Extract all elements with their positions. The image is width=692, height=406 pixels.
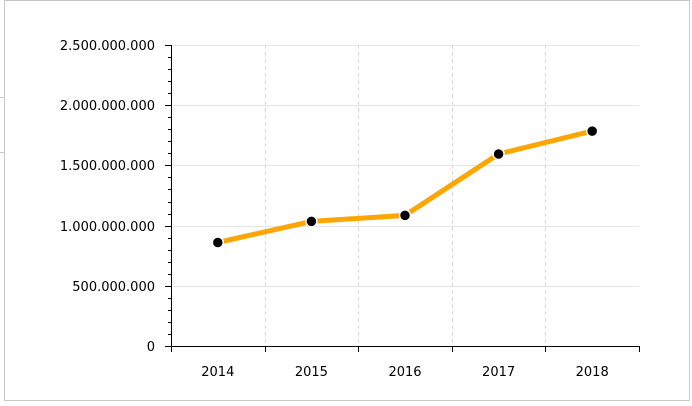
data-point [211, 236, 225, 249]
x-tick-label: 2016 [388, 365, 421, 380]
frame-notch [0, 97, 4, 153]
grid-layer [171, 45, 639, 346]
chart-frame [4, 0, 690, 401]
y-tick-label: 1.500.000.000 [60, 159, 155, 174]
tick-label-layer: 0 500.000.000 1.000.000.000 1.500.000.000 2.… [60, 39, 609, 380]
series-layer [211, 124, 599, 249]
x-tick-label: 2014 [201, 365, 234, 380]
y-tick-label: 0 [147, 340, 155, 355]
y-tick-label: 2.000.000.000 [60, 99, 155, 114]
data-point [305, 215, 318, 228]
series-line [215, 128, 595, 245]
x-tick-label: 2015 [295, 365, 328, 380]
data-point [398, 209, 412, 222]
x-tick-label: 2018 [576, 365, 609, 380]
axis-layer [165, 45, 640, 352]
y-tick-label: 1.000.000.000 [60, 220, 155, 235]
y-tick-label: 2.500.000.000 [60, 39, 155, 54]
y-tick-label: 500.000.000 [72, 280, 155, 295]
x-tick-label: 2017 [482, 365, 515, 380]
data-point [492, 147, 505, 161]
data-point [585, 124, 599, 138]
